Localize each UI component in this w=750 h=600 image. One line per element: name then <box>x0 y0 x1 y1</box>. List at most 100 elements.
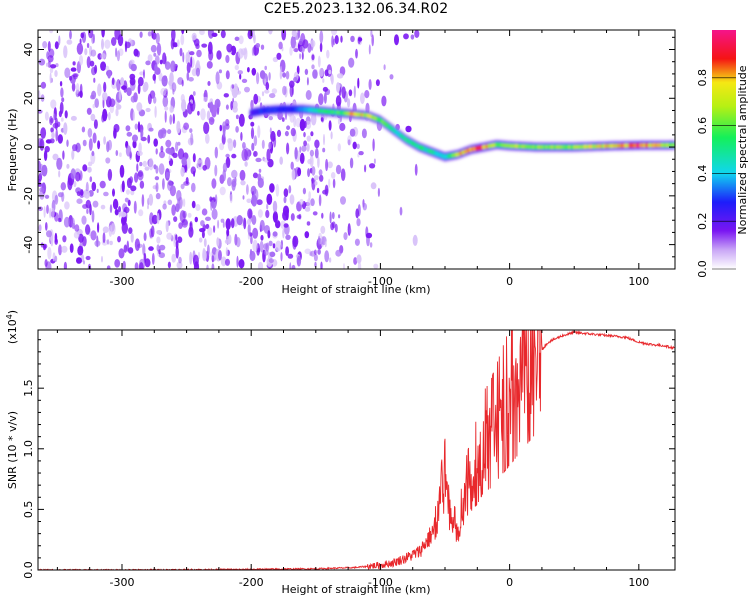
speckle-mark <box>140 32 143 38</box>
speckle-mark <box>226 104 229 109</box>
speckle-mark <box>101 256 103 263</box>
speckle-mark <box>202 250 207 262</box>
speckle-mark <box>321 117 324 122</box>
speckle-mark <box>67 178 72 191</box>
speckle-mark <box>125 42 131 49</box>
speckle-mark <box>335 250 341 257</box>
speckle-mark <box>244 87 250 93</box>
speckle-mark <box>251 143 254 151</box>
speckle-mark <box>239 74 241 80</box>
speckle-mark <box>134 49 139 57</box>
speckle-mark <box>337 73 343 78</box>
spectrogram-y-axis-label: Frequency (Hz) <box>6 109 19 192</box>
x-tick-label: -200 <box>239 576 264 589</box>
speckle-mark <box>260 220 265 231</box>
speckle-mark <box>239 35 244 44</box>
speckle-mark <box>97 83 101 96</box>
speckle-mark <box>320 226 325 234</box>
speckle-mark <box>67 40 73 45</box>
speckle-mark <box>226 247 228 256</box>
speckle-mark <box>264 66 267 70</box>
speckle-mark <box>218 250 222 261</box>
speckle-mark <box>205 134 210 144</box>
speckle-mark <box>64 201 70 209</box>
speckle-mark <box>315 181 318 185</box>
speckle-mark <box>178 257 182 264</box>
speckle-mark <box>349 228 351 234</box>
speckle-mark <box>209 117 215 125</box>
speckle-mark <box>216 237 219 247</box>
speckle-mark <box>172 153 177 158</box>
speckle-mark <box>189 221 193 232</box>
speckle-mark <box>252 47 255 56</box>
speckle-mark <box>269 183 275 193</box>
speckle-mark <box>175 142 178 152</box>
speckle-mark <box>233 83 238 95</box>
speckle-mark <box>80 84 83 94</box>
spectrogram-panel: -300 -200 -100 0 100-40-2002040 Height of st… <box>6 26 677 297</box>
speckle-mark <box>232 84 235 88</box>
speckle-mark <box>262 140 265 149</box>
snr-line <box>38 330 675 570</box>
speckle-mark <box>354 86 356 98</box>
speckle-mark <box>84 191 90 199</box>
speckle-mark <box>156 230 161 235</box>
speckle-mark <box>104 40 110 49</box>
speckle-mark <box>226 218 231 230</box>
speckle-mark <box>113 128 117 139</box>
speckle-mark <box>215 147 218 159</box>
x-tick-label: 0 <box>506 576 513 589</box>
speckle-mark <box>313 211 318 215</box>
speckle-mark <box>330 222 334 230</box>
speckle-mark <box>364 165 366 173</box>
speckle-mark <box>189 252 192 265</box>
speckle-mark <box>238 70 243 74</box>
speckle-mark <box>297 215 301 219</box>
speckle-mark <box>49 116 53 125</box>
speckle-mark <box>323 87 328 92</box>
speckle-mark <box>322 78 324 83</box>
colorbar-tick-label: 0.4 <box>696 165 709 183</box>
speckle-mark <box>54 238 58 245</box>
speckle-mark <box>155 176 159 180</box>
speckle-mark <box>149 228 153 238</box>
speckle-mark <box>77 43 83 55</box>
speckle-mark <box>149 128 154 132</box>
speckle-mark <box>239 259 245 268</box>
speckle-mark <box>248 30 253 39</box>
speckle-mark <box>286 71 290 80</box>
speckle-mark <box>81 32 85 38</box>
speckle-mark <box>165 61 171 70</box>
speckle-mark <box>328 179 330 188</box>
speckle-mark <box>225 55 229 63</box>
speckle-mark <box>153 74 156 81</box>
x-tick-label: 100 <box>628 275 649 288</box>
colorbar-gradient <box>712 30 736 269</box>
speckle-mark <box>156 148 158 154</box>
speckle-mark <box>358 37 361 44</box>
speckle-mark <box>311 64 314 69</box>
speckle-mark <box>280 252 282 261</box>
speckle-mark <box>252 240 257 253</box>
speckle-mark <box>369 163 375 168</box>
speckle-mark <box>171 254 176 263</box>
speckle-mark <box>116 150 119 156</box>
speckle-mark <box>329 257 331 262</box>
speckle-mark <box>39 224 42 231</box>
speckle-mark <box>84 48 87 55</box>
speckle-mark <box>160 88 166 96</box>
speckle-mark <box>79 55 83 66</box>
speckle-mark <box>83 140 87 147</box>
speckle-mark <box>103 232 106 243</box>
speckle-mark <box>49 208 51 219</box>
speckle-mark <box>340 36 342 43</box>
speckle-mark <box>189 128 192 133</box>
speckle-mark <box>347 98 350 107</box>
speckle-mark <box>384 64 386 70</box>
speckle-mark <box>61 97 64 102</box>
x-tick-label: 0 <box>506 275 513 288</box>
speckle-mark <box>297 256 301 267</box>
speckle-mark <box>62 235 66 242</box>
speckle-mark <box>144 82 149 92</box>
